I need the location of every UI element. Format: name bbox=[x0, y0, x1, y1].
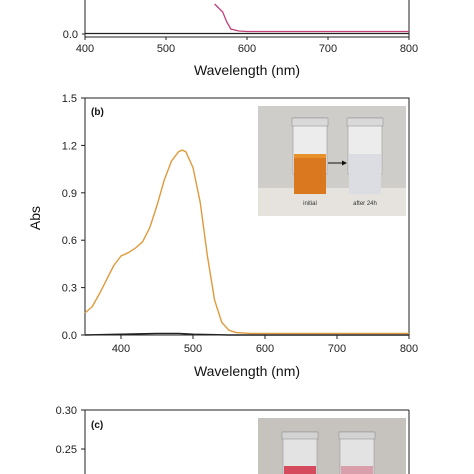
panel-b-series-line-0 bbox=[84, 149, 409, 335]
panel-a-x-tick-label: 800 bbox=[400, 43, 418, 55]
panel-b-y-tick-label: 0.6 bbox=[62, 235, 77, 247]
inset-label-after-24h: after 24h bbox=[353, 201, 377, 207]
panel-b-x-tick-label: 800 bbox=[400, 343, 418, 355]
panel-b-y-tick-label: 0.9 bbox=[62, 188, 77, 200]
panel-b-x-tick-label: 700 bbox=[328, 343, 346, 355]
panel-b-y-tick-label: 1.5 bbox=[62, 93, 77, 105]
panel-a-x-axis-title: Wavelength (nm) bbox=[194, 62, 300, 78]
panel-b-x-axis-title: Wavelength (nm) bbox=[194, 363, 300, 379]
panel-a-x-tick-label: 500 bbox=[157, 43, 175, 55]
panel-b: (b) initial after 24h 400 500 600 700 800 0.0… bbox=[27, 93, 418, 379]
panel-c-y-tick-label: 0.30 bbox=[56, 405, 77, 417]
inset-label-initial: initial bbox=[303, 201, 317, 207]
panel-b-y-axis-title: Abs bbox=[27, 206, 43, 230]
panel-a-y-tick-label: 0.0 bbox=[63, 29, 78, 41]
panel-c: (c) 0.30 0.25 bbox=[56, 405, 410, 474]
panel-b-x-tick-label: 600 bbox=[256, 343, 274, 355]
panel-b-x-tick-label: 500 bbox=[184, 343, 202, 355]
panel-a-series bbox=[85, 3, 409, 35]
panel-b-y-tick-label: 0.0 bbox=[62, 330, 77, 342]
panel-b-series bbox=[84, 149, 409, 336]
panel-b-axes: 400 500 600 700 800 0.0 0.3 0.6 0.9 1.2 1.5 bbox=[62, 93, 418, 355]
panel-c-inset-photo bbox=[258, 418, 406, 474]
panel-a: 400 500 600 700 800 0.0 Wavelength (nm) bbox=[63, 0, 418, 78]
panel-b-x-tick-label: 400 bbox=[112, 343, 130, 355]
panel-a-axes: 400 500 600 700 800 0.0 bbox=[63, 29, 418, 55]
panel-c-label: (c) bbox=[91, 420, 103, 431]
panel-b-label: (b) bbox=[91, 107, 104, 118]
panel-b-inset-photo: initial after 24h bbox=[258, 106, 406, 216]
panel-a-series-line-0 bbox=[214, 3, 409, 33]
panel-b-y-tick-label: 0.3 bbox=[62, 283, 77, 295]
panel-c-y-tick-label: 0.25 bbox=[56, 444, 77, 456]
panel-b-y-tick-label: 1.2 bbox=[62, 140, 77, 152]
panel-b-series-line-1 bbox=[84, 332, 409, 336]
panel-a-x-tick-label: 400 bbox=[76, 43, 94, 55]
panel-c-axes: 0.30 0.25 bbox=[56, 405, 85, 456]
panel-a-x-tick-label: 700 bbox=[319, 43, 337, 55]
panel-a-x-tick-label: 600 bbox=[238, 43, 256, 55]
